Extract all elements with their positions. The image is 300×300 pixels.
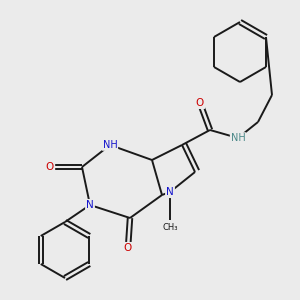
Text: NH: NH bbox=[103, 140, 117, 150]
Text: O: O bbox=[46, 162, 54, 172]
Text: O: O bbox=[196, 98, 204, 108]
Text: N: N bbox=[166, 187, 174, 197]
Text: O: O bbox=[124, 243, 132, 253]
Text: CH₃: CH₃ bbox=[162, 224, 178, 232]
Text: NH: NH bbox=[231, 133, 245, 143]
Text: N: N bbox=[86, 200, 94, 210]
